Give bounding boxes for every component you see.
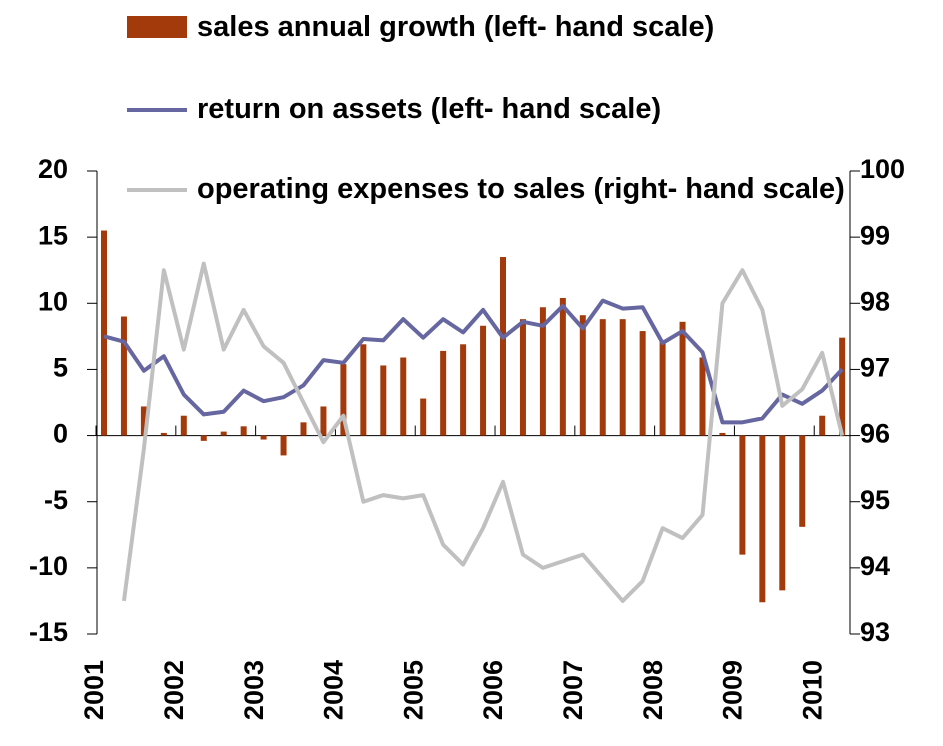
legend-entry: sales annual growth (left- hand scale) [127, 4, 857, 50]
legend-swatch [127, 188, 187, 192]
bar [220, 431, 227, 436]
bar [659, 340, 666, 436]
bar [739, 435, 746, 555]
y-tick-label: 5 [53, 353, 68, 383]
bar [380, 365, 387, 436]
y2-tick-label: 96 [860, 419, 890, 449]
bar [699, 357, 706, 436]
y-tick-label: -5 [44, 485, 68, 515]
bar [839, 337, 846, 436]
bar [679, 321, 686, 436]
y2-tick-label: 95 [860, 485, 890, 515]
bar [639, 331, 646, 436]
y2-tick-label: 98 [860, 286, 890, 316]
x-tick-label: 2002 [159, 660, 189, 720]
y2-tick-label: 93 [860, 617, 890, 647]
legend-label: operating expenses to sales (right- hand… [197, 173, 845, 205]
bar [519, 319, 526, 436]
line [103, 298, 844, 425]
y-tick-label: -15 [29, 617, 68, 647]
y-tick-label: -10 [29, 551, 68, 581]
y2-tick-label: 99 [860, 220, 890, 250]
bar [180, 415, 187, 436]
bar [420, 398, 427, 436]
bar [480, 325, 487, 436]
x-tick-label: 2006 [478, 660, 508, 720]
bar [101, 230, 107, 436]
x-tick-label: 2001 [79, 660, 109, 720]
bar [440, 350, 447, 436]
bar [799, 435, 806, 527]
legend-swatch [127, 16, 187, 38]
bar [200, 435, 207, 441]
bar [320, 406, 327, 436]
line [121, 261, 845, 603]
bar [539, 307, 546, 436]
y2-tick-label: 94 [860, 551, 890, 581]
x-tick-label: 2003 [239, 660, 269, 720]
bar [819, 415, 826, 436]
legend-label: sales annual growth (left- hand scale) [197, 11, 715, 43]
bar [779, 435, 786, 591]
bar [500, 256, 506, 436]
x-tick-label: 2007 [558, 660, 588, 720]
legend-swatch [127, 108, 187, 112]
bar [599, 319, 606, 436]
x-tick-label: 2010 [797, 660, 827, 720]
bar [759, 435, 766, 603]
x-tick-label: 2008 [638, 660, 668, 720]
y2-tick-label: 100 [860, 154, 905, 184]
legend-entry: operating expenses to sales (right- hand… [127, 166, 857, 212]
y-tick-label: 0 [53, 419, 68, 449]
bar [260, 435, 267, 440]
bar [300, 422, 307, 436]
bar [160, 432, 167, 436]
bar [120, 316, 127, 436]
bar [619, 319, 626, 436]
y2-tick-label: 97 [860, 353, 890, 383]
x-tick-label: 2009 [718, 660, 748, 720]
bar [559, 297, 566, 436]
bar [280, 435, 287, 456]
legend-label: return on assets (left- hand scale) [197, 93, 662, 125]
bar [240, 426, 247, 436]
bar [460, 344, 467, 436]
legend-entry: return on assets (left- hand scale) [127, 86, 857, 132]
y-tick-label: 10 [38, 286, 68, 316]
bar [579, 315, 586, 436]
bar [360, 344, 367, 436]
bar [719, 432, 726, 436]
bar [340, 364, 347, 436]
bar [400, 357, 407, 436]
y-tick-label: 20 [38, 154, 68, 184]
bar [140, 406, 147, 436]
y-tick-label: 15 [38, 220, 68, 250]
x-tick-label: 2004 [319, 660, 349, 720]
x-tick-label: 2005 [398, 660, 428, 720]
